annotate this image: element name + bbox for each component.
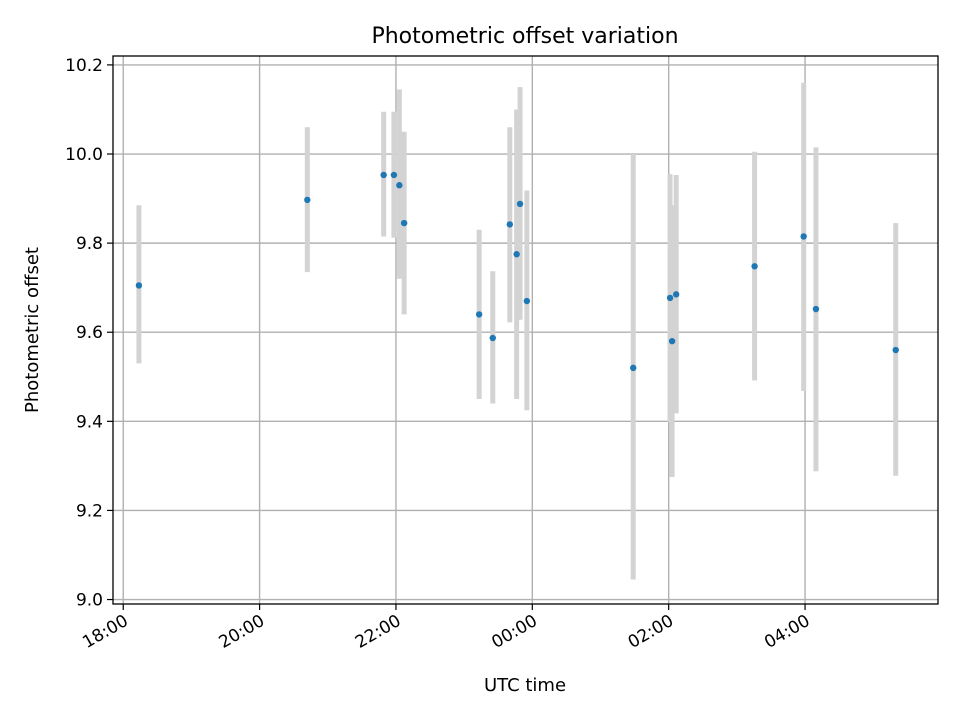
- data-point: [668, 337, 676, 345]
- data-point: [812, 305, 820, 313]
- data-point: [513, 251, 520, 258]
- x-axis-label: UTC time: [484, 675, 566, 696]
- plot-frame: [112, 55, 939, 605]
- y-tick-label: 10.2: [65, 56, 103, 76]
- data-point: [516, 200, 524, 208]
- y-tick-label: 9.2: [76, 501, 103, 521]
- data-point: [751, 263, 758, 270]
- data-point: [506, 221, 514, 228]
- data-point: [800, 233, 807, 240]
- y-tick-label: 9.6: [76, 323, 103, 343]
- y-tick-label: 10.0: [65, 145, 103, 165]
- data-point: [390, 171, 398, 179]
- data-point: [380, 171, 387, 179]
- data-point: [396, 182, 403, 189]
- data-point: [523, 297, 531, 305]
- data-point: [672, 291, 680, 298]
- y-axis-label: Photometric offset: [22, 247, 43, 413]
- data-point: [400, 219, 408, 227]
- y-tick-label: 9.8: [76, 234, 103, 254]
- data-point: [489, 334, 496, 342]
- data-point: [630, 364, 637, 372]
- y-tick-label: 9.0: [76, 591, 103, 611]
- data-point: [892, 346, 899, 354]
- data-point: [304, 196, 311, 204]
- data-point: [475, 311, 483, 318]
- data-point: [666, 294, 674, 302]
- data-point: [135, 282, 143, 289]
- data-point-layer: [135, 171, 899, 372]
- chart-title: Photometric offset variation: [371, 24, 678, 49]
- y-tick-label: 9.4: [76, 412, 103, 432]
